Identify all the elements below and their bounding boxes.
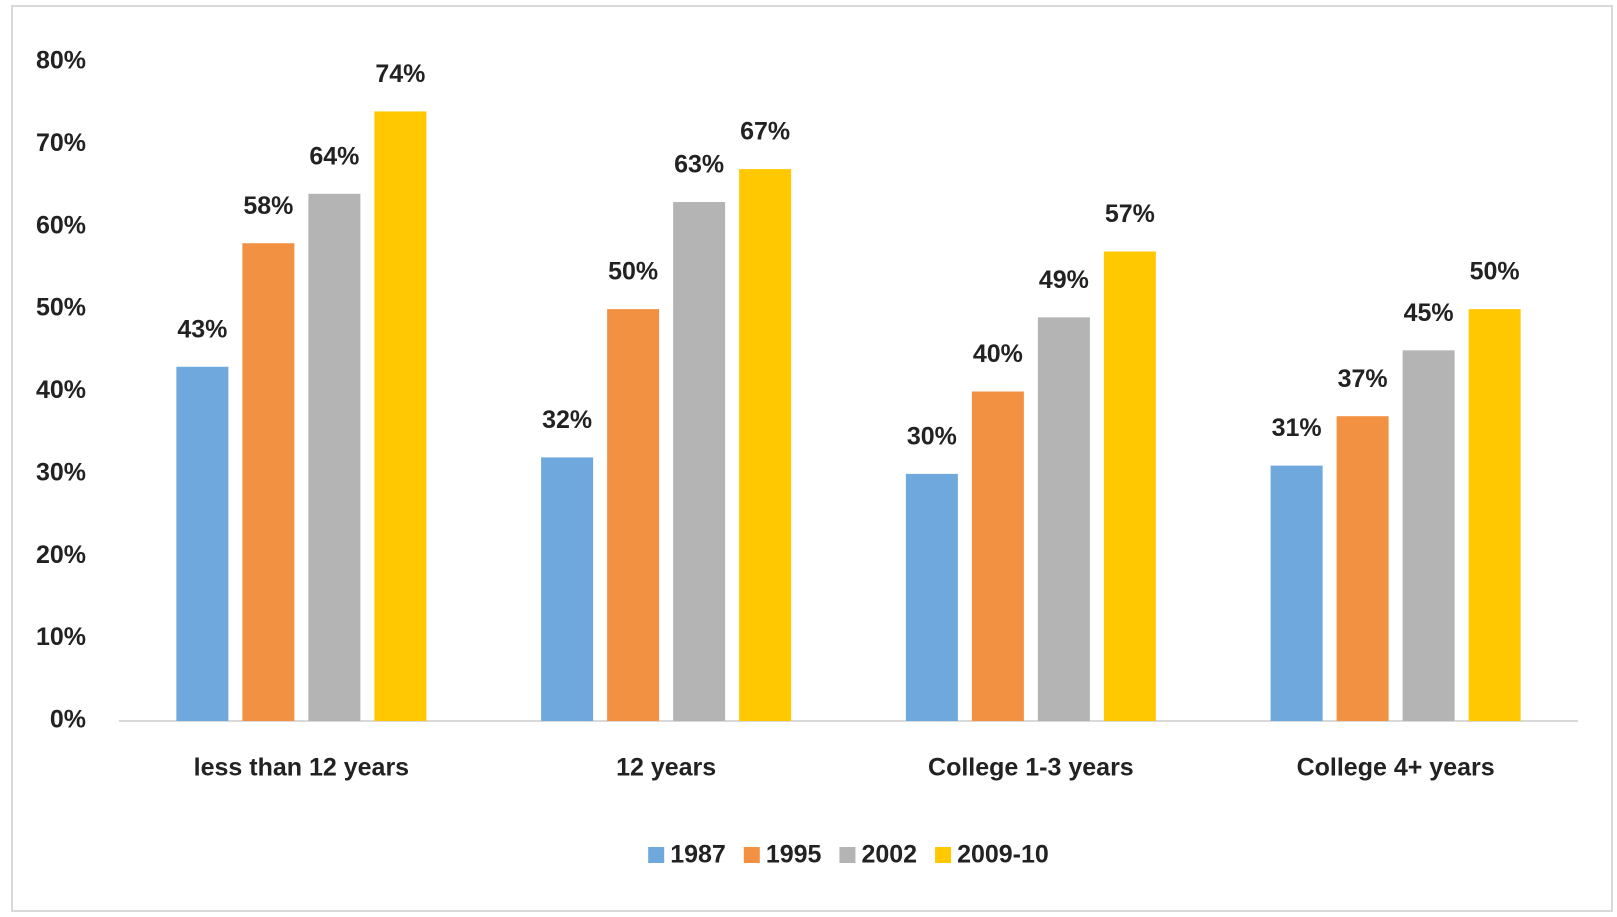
legend-swatch (743, 847, 760, 863)
legend-swatch (648, 847, 665, 863)
data-label: 63% (674, 151, 724, 179)
x-tick-label: College 4+ years (1297, 754, 1495, 782)
x-tick-label: less than 12 years (194, 754, 409, 782)
x-tick-label: 12 years (616, 754, 716, 782)
bar (1270, 465, 1323, 721)
y-tick-label: 80% (36, 47, 86, 75)
data-label: 45% (1404, 299, 1454, 327)
bar (739, 169, 792, 721)
y-tick-label: 10% (36, 623, 86, 651)
bar (607, 309, 660, 721)
y-tick-label: 50% (36, 294, 86, 322)
y-tick-label: 60% (36, 211, 86, 239)
data-label: 31% (1272, 414, 1322, 442)
y-tick-label: 0% (50, 706, 86, 734)
bar (176, 366, 229, 721)
legend-label: 2002 (861, 841, 917, 869)
bar (1468, 309, 1521, 721)
legend-label: 2009-10 (957, 841, 1049, 869)
legend-swatch (839, 847, 856, 863)
data-label: 49% (1039, 266, 1089, 294)
legend-label: 1987 (670, 841, 726, 869)
data-label: 43% (177, 315, 227, 343)
bar (905, 473, 958, 721)
bar (242, 243, 295, 721)
data-label: 37% (1338, 365, 1388, 393)
y-tick-label: 20% (36, 541, 86, 569)
data-label: 32% (542, 406, 592, 434)
y-tick-label: 70% (36, 129, 86, 157)
data-label: 58% (243, 192, 293, 220)
data-label: 50% (608, 258, 658, 286)
bar (673, 202, 726, 722)
data-label: 57% (1105, 200, 1155, 228)
data-label: 50% (1470, 258, 1520, 286)
y-tick-label: 40% (36, 376, 86, 404)
bar (1037, 317, 1090, 721)
x-tick-label: College 1-3 years (928, 754, 1134, 782)
bar (308, 193, 361, 722)
y-tick-label: 30% (36, 458, 86, 486)
data-label: 67% (740, 118, 790, 146)
legend-swatch (935, 847, 952, 863)
data-label: 64% (309, 142, 359, 170)
bar (1336, 416, 1389, 721)
data-label: 40% (973, 340, 1023, 368)
legend-label: 1995 (766, 841, 822, 869)
data-label: 74% (375, 60, 425, 88)
data-label: 30% (907, 422, 957, 450)
bar (1103, 251, 1156, 721)
bar (374, 111, 427, 722)
bar (971, 391, 1024, 721)
bar (1402, 350, 1455, 721)
bar (541, 457, 594, 721)
